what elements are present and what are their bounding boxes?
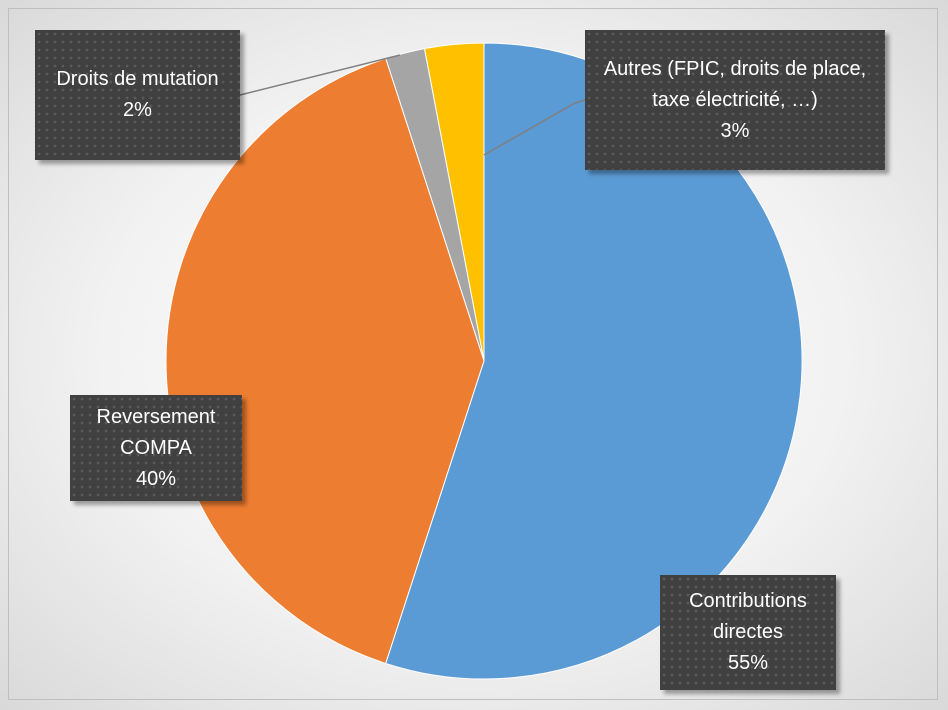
leader-line	[483, 99, 586, 156]
leader-line	[239, 54, 401, 96]
value-label: 2%	[123, 99, 152, 121]
data-label: Reversement COMPA 40%	[70, 395, 242, 501]
value-label: 55%	[727, 652, 769, 674]
data-label: Contributions directes 55%	[660, 575, 836, 690]
data-label: Autres (FPIC, droits de place, taxe élec…	[585, 30, 885, 170]
value-label: 40%	[135, 467, 177, 490]
category-name: Reversement COMPA	[96, 405, 216, 459]
category-name: Droits de mutation	[56, 68, 219, 90]
category-name: Contributions directes	[689, 590, 807, 643]
pie-slice	[165, 57, 485, 665]
data-label: Droits de mutation 2%	[35, 30, 240, 160]
chart-frame	[8, 8, 938, 700]
category-name: Autres (FPIC, droits de place, taxe élec…	[603, 57, 867, 111]
value-label: 3%	[720, 119, 750, 142]
